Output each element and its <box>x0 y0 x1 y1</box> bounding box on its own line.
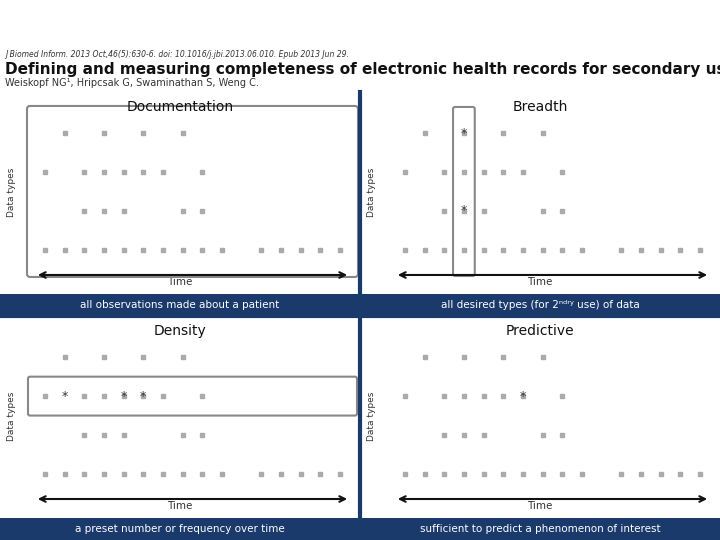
Text: *: * <box>520 390 526 403</box>
Text: *: * <box>140 390 146 403</box>
Text: Data types: Data types <box>7 167 17 217</box>
Text: *: * <box>120 390 127 403</box>
Text: sufficient to predict a phenomenon of interest: sufficient to predict a phenomenon of in… <box>420 524 660 534</box>
Text: Density: Density <box>153 324 207 338</box>
Text: Data types: Data types <box>7 392 17 441</box>
Text: Time: Time <box>167 501 193 511</box>
Text: all desired types (for 2ⁿᵈʳʸ use) of data: all desired types (for 2ⁿᵈʳʸ use) of dat… <box>441 300 639 310</box>
Text: Time: Time <box>527 501 553 511</box>
Text: *: * <box>461 204 467 217</box>
Text: Documentation: Documentation <box>127 100 233 114</box>
Text: all observations made about a patient: all observations made about a patient <box>81 300 279 310</box>
Text: J Biomed Inform. 2013 Oct,46(5):630-6. doi: 10.1016/j.jbi.2013.06.010. Epub 2013: J Biomed Inform. 2013 Oct,46(5):630-6. d… <box>5 50 349 59</box>
Bar <box>360 294 720 316</box>
Text: *: * <box>461 127 467 140</box>
Text: Defining and measuring completeness of electronic health records for secondary u: Defining and measuring completeness of e… <box>5 62 720 77</box>
Text: Time: Time <box>527 277 553 287</box>
Text: |: | <box>356 15 360 25</box>
Text: Breadth: Breadth <box>513 100 567 114</box>
Bar <box>0 518 360 540</box>
Text: Data types: Data types <box>367 167 377 217</box>
Text: Time: Time <box>167 277 193 287</box>
Text: REACHING OTHERS: REACHING OTHERS <box>371 15 475 25</box>
Text: UB: UB <box>7 13 33 27</box>
Bar <box>0 294 360 316</box>
Text: The State University of New York: The State University of New York <box>162 16 310 24</box>
Bar <box>360 518 720 540</box>
Text: Predictive: Predictive <box>505 324 575 338</box>
Text: Data types: Data types <box>367 392 377 441</box>
Text: Weiskopf NG¹, Hripcsak G, Swaminathan S, Weng C.: Weiskopf NG¹, Hripcsak G, Swaminathan S,… <box>5 78 259 88</box>
Text: University at Buffalo: University at Buffalo <box>40 15 153 25</box>
Text: *: * <box>61 390 68 403</box>
Text: a preset number or frequency over time: a preset number or frequency over time <box>75 524 285 534</box>
